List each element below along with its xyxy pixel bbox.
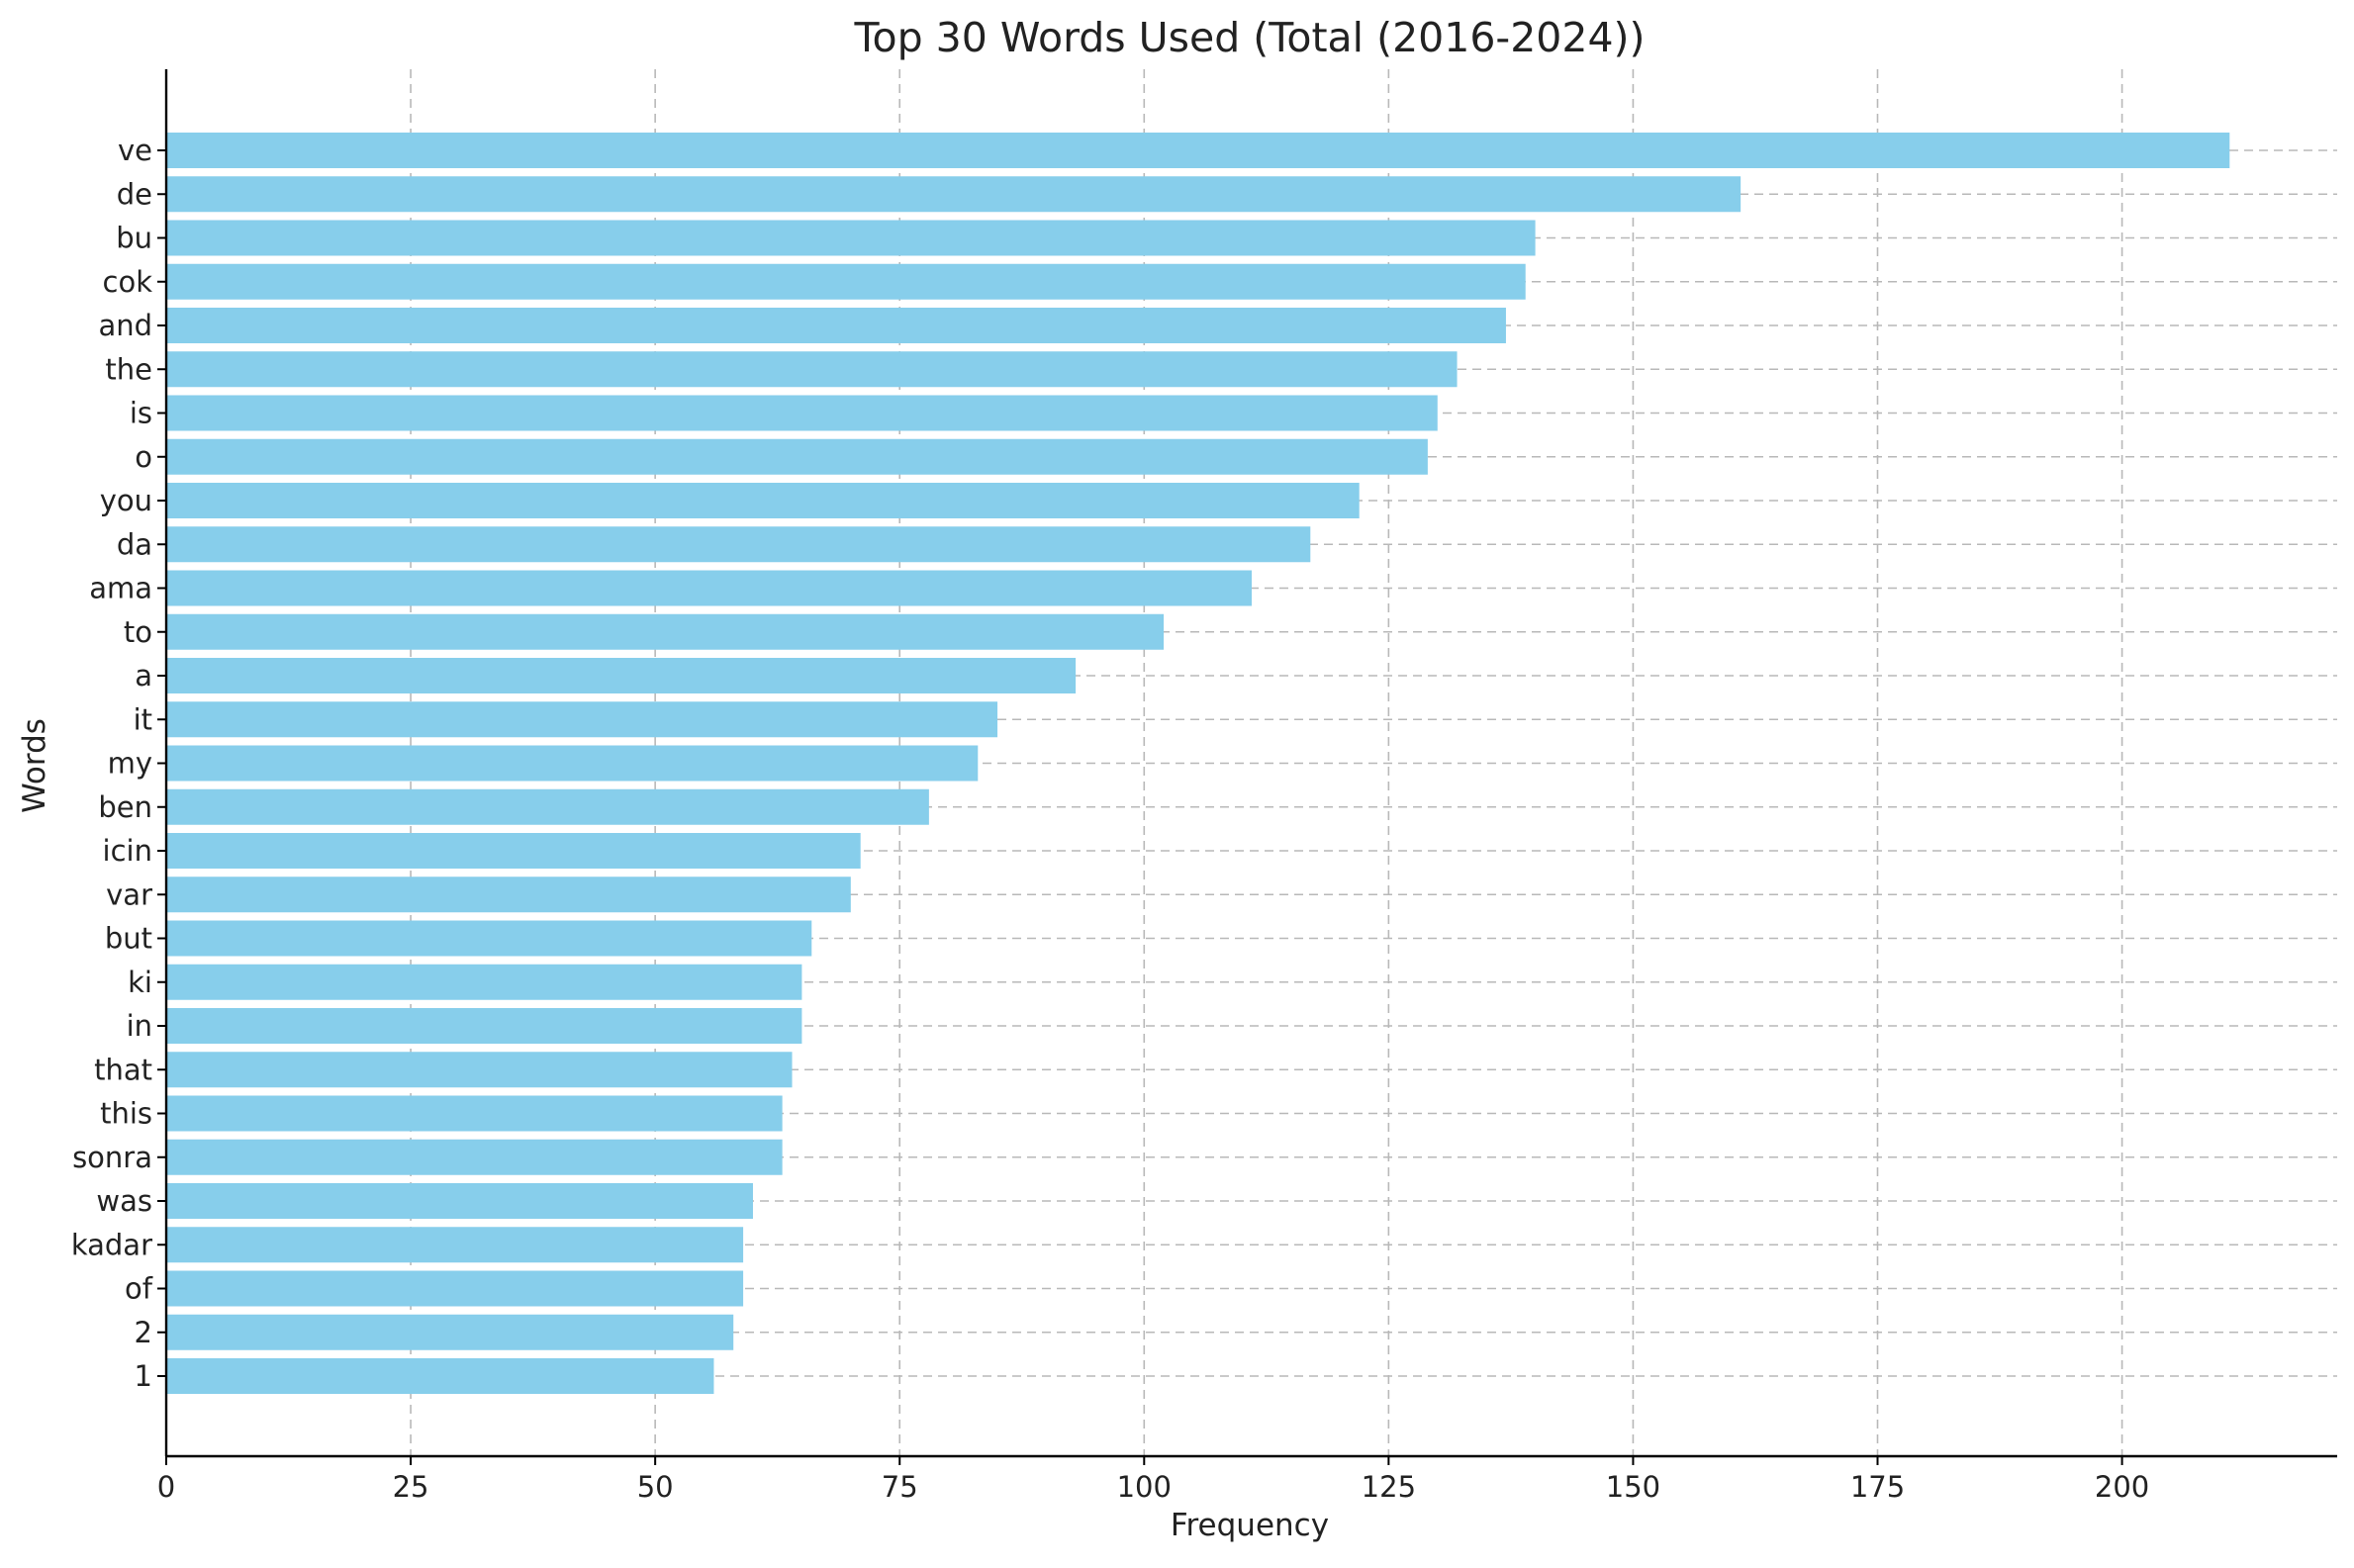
y-tick-label: this [100, 1097, 152, 1131]
y-tick-label: my [108, 747, 152, 781]
bar-ama [166, 570, 1252, 606]
y-tick-label: ama [89, 572, 152, 605]
bar-ki [166, 964, 802, 1000]
x-tick-label: 25 [393, 1470, 429, 1504]
bar-icin [166, 833, 861, 869]
x-tick-label: 100 [1117, 1470, 1172, 1504]
bar-o [166, 438, 1428, 475]
x-tick-label: 50 [637, 1470, 674, 1504]
y-tick-label: kadar [71, 1228, 152, 1261]
y-tick-label: is [130, 397, 152, 430]
bar-but [166, 920, 812, 957]
bar-cok [166, 263, 1526, 300]
y-tick-label: o [135, 440, 152, 474]
bar-that [166, 1052, 793, 1088]
bar-1 [166, 1358, 714, 1394]
y-tick-label: var [106, 877, 152, 911]
bar-my [166, 745, 979, 782]
y-tick-label: 1 [135, 1359, 152, 1393]
y-axis-label: Words [17, 718, 52, 813]
y-tick-label: in [127, 1009, 152, 1043]
x-tick-label: 125 [1362, 1470, 1416, 1504]
bar-kadar [166, 1227, 744, 1263]
y-tick-label: da [117, 527, 152, 561]
y-tick-label: 2 [135, 1316, 152, 1349]
y-tick-label: the [105, 352, 152, 386]
y-tick-label: you [100, 484, 152, 517]
bar-you [166, 483, 1360, 518]
x-tick-label: 175 [1850, 1470, 1905, 1504]
y-tick-label: ve [118, 134, 152, 167]
bar-sonra [166, 1139, 783, 1175]
bar-of [166, 1270, 744, 1307]
bar-ve [166, 133, 2230, 168]
y-tick-label: bu [116, 222, 152, 255]
y-tick-label: and [98, 309, 152, 342]
bars [166, 133, 2230, 1394]
x-axis-label: Frequency [1171, 1508, 1329, 1543]
y-tick-label: a [135, 659, 152, 692]
chart-title: Top 30 Words Used (Total (2016-2024)) [853, 14, 1645, 61]
bar-2 [166, 1314, 734, 1350]
bar-was [166, 1183, 753, 1219]
axes: ve de bu cok and the is o you da ama to a it my ben icin… [71, 69, 2337, 1504]
bar-da [166, 526, 1311, 563]
y-tick-label: to [124, 615, 152, 649]
y-tick-label: that [94, 1053, 152, 1086]
y-tick-label: sonra [72, 1141, 152, 1174]
bar-in [166, 1008, 802, 1044]
bar-and [166, 308, 1506, 343]
y-tick-label: it [134, 702, 152, 736]
x-tick-label: 150 [1606, 1470, 1660, 1504]
bar-it [166, 701, 998, 738]
bar-bu [166, 220, 1536, 256]
y-tick-label: cok [103, 265, 153, 299]
y-tick-label: ben [98, 790, 152, 824]
bar-a [166, 658, 1077, 693]
y-tick-label: icin [103, 834, 152, 868]
bar-ben [166, 788, 929, 825]
x-tick-label: 0 [157, 1470, 175, 1504]
y-tick-label: de [117, 177, 152, 211]
bar-de [166, 176, 1742, 213]
y-tick-label: but [105, 922, 152, 956]
x-tick-label: 75 [882, 1470, 918, 1504]
y-tick-label: was [96, 1184, 152, 1218]
y-tick-label: ki [128, 966, 152, 999]
bar-this [166, 1095, 783, 1132]
bar-var [166, 876, 851, 913]
x-tick-label: 200 [2095, 1470, 2149, 1504]
bar-is [166, 395, 1438, 431]
bar-to [166, 613, 1165, 650]
y-tick-label: of [125, 1272, 153, 1306]
bar-the [166, 351, 1458, 388]
